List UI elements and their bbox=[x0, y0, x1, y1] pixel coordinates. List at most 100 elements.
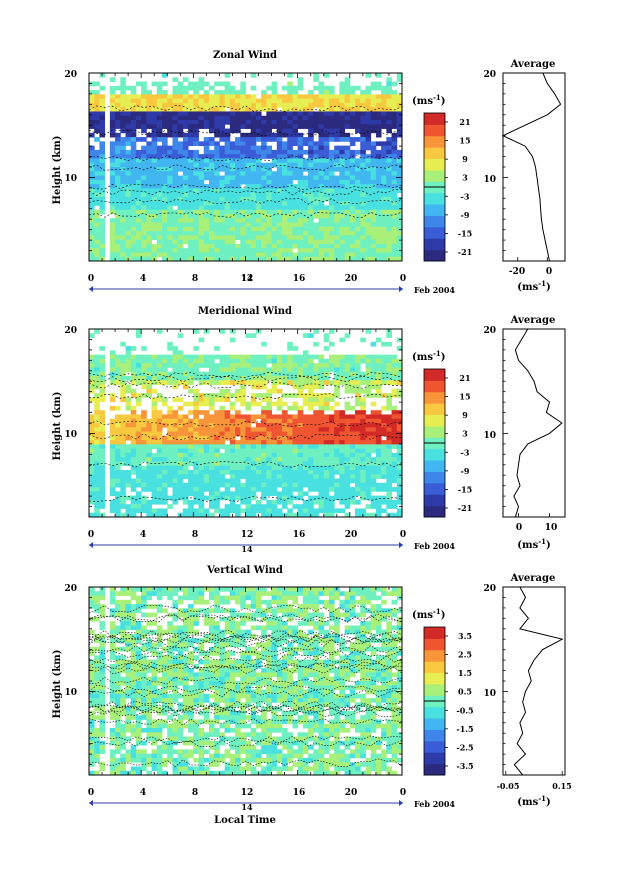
heatmap-cell bbox=[386, 423, 392, 428]
heatmap-cell bbox=[219, 192, 226, 198]
heatmap-cell bbox=[334, 508, 340, 514]
heatmap-cell bbox=[344, 158, 351, 164]
heatmap-cell bbox=[386, 401, 392, 407]
heatmap-cell bbox=[271, 218, 278, 223]
heatmap-cell bbox=[99, 222, 106, 228]
heatmap-cell bbox=[141, 192, 147, 198]
heatmap-cell bbox=[339, 414, 346, 420]
heatmap-cell bbox=[386, 90, 392, 95]
heatmap-cell bbox=[396, 73, 403, 78]
heatmap-cell bbox=[370, 201, 377, 206]
heatmap-cell bbox=[135, 188, 142, 194]
heatmap-cell bbox=[188, 248, 194, 253]
heatmap-cell bbox=[99, 452, 106, 458]
heatmap-cell bbox=[89, 222, 95, 228]
heatmap-cell bbox=[255, 482, 262, 488]
heatmap-cell bbox=[334, 431, 340, 437]
heatmap-cell bbox=[318, 158, 325, 164]
heatmap-cell bbox=[344, 444, 351, 450]
heatmap-cell bbox=[386, 414, 392, 420]
heatmap-cell bbox=[344, 431, 351, 437]
heatmap-cell bbox=[198, 124, 205, 129]
heatmap-cell bbox=[193, 410, 199, 415]
heatmap-cell bbox=[308, 418, 314, 424]
heatmap-cell bbox=[271, 184, 278, 189]
heatmap-cell bbox=[156, 111, 163, 117]
heatmap-cell bbox=[308, 358, 314, 364]
heatmap-cell bbox=[355, 491, 361, 497]
heatmap-cell bbox=[198, 478, 205, 484]
heatmap-cell bbox=[302, 427, 309, 432]
heatmap-cell bbox=[287, 440, 293, 445]
heatmap-cell bbox=[235, 120, 241, 125]
heatmap-cell bbox=[391, 124, 398, 129]
heatmap-cell bbox=[318, 427, 325, 432]
heatmap-cell bbox=[339, 371, 346, 377]
heatmap-cell bbox=[292, 405, 299, 411]
heatmap-cell bbox=[172, 107, 179, 112]
heatmap-cell bbox=[120, 698, 126, 703]
heatmap-cell bbox=[266, 418, 272, 424]
heatmap-cell bbox=[115, 676, 121, 682]
heatmap-cell bbox=[370, 427, 377, 432]
heatmap-cell bbox=[151, 508, 158, 514]
heatmap-cell bbox=[182, 158, 189, 164]
heatmap-cell bbox=[386, 431, 392, 437]
heatmap-cell bbox=[396, 94, 403, 100]
heatmap-cell bbox=[282, 367, 288, 373]
heatmap-cell bbox=[162, 137, 168, 142]
heatmap-cell bbox=[271, 444, 278, 450]
heatmap-cell bbox=[250, 73, 257, 78]
heatmap-cell bbox=[182, 90, 189, 95]
heatmap-cell bbox=[292, 418, 299, 424]
heatmap-cell bbox=[177, 141, 184, 147]
heatmap-cell bbox=[120, 655, 126, 661]
heatmap-cell bbox=[276, 405, 283, 411]
heatmap-cell bbox=[261, 367, 267, 373]
heatmap-cell bbox=[182, 371, 189, 377]
contour-line bbox=[88, 183, 403, 190]
heatmap-cell bbox=[308, 218, 314, 223]
heatmap-cell bbox=[99, 107, 106, 112]
heatmap-cell bbox=[224, 154, 231, 159]
heatmap-cell bbox=[276, 444, 283, 450]
heatmap-cell bbox=[208, 192, 215, 198]
heatmap-cell bbox=[125, 625, 132, 631]
heatmap-cell bbox=[167, 418, 173, 424]
heatmap-cell bbox=[276, 256, 283, 262]
heatmap-cell bbox=[172, 435, 179, 441]
heatmap-cell bbox=[349, 499, 356, 505]
heatmap-cell bbox=[240, 367, 246, 373]
heatmap-cell bbox=[94, 397, 100, 403]
heatmap-cell bbox=[214, 346, 220, 351]
heatmap-cell bbox=[94, 329, 100, 334]
heatmap-cell bbox=[135, 508, 142, 514]
heatmap-cell bbox=[120, 226, 126, 232]
heatmap-cell bbox=[240, 102, 246, 108]
heatmap-cell bbox=[229, 337, 236, 343]
heatmap-cell bbox=[208, 243, 215, 249]
heatmap-cell bbox=[334, 248, 340, 253]
colorbar-tick-label: -15 bbox=[458, 228, 472, 238]
heatmap-cell bbox=[125, 171, 132, 176]
heatmap-cell bbox=[141, 201, 147, 206]
heatmap-cell bbox=[182, 184, 189, 189]
heatmap-cell bbox=[89, 681, 95, 686]
heatmap-cell bbox=[135, 427, 142, 432]
heatmap-cell bbox=[130, 495, 137, 501]
heatmap-cell bbox=[355, 107, 361, 112]
heatmap-cell bbox=[203, 354, 210, 360]
heatmap-cell bbox=[94, 745, 100, 750]
heatmap-cell bbox=[370, 410, 377, 415]
heatmap-cell bbox=[255, 120, 262, 125]
heatmap-cell bbox=[250, 192, 257, 198]
heatmap-cell bbox=[323, 162, 330, 168]
heatmap-cell bbox=[396, 482, 403, 488]
heatmap-cell bbox=[229, 158, 236, 164]
heatmap-cell bbox=[156, 478, 163, 484]
heatmap-cell bbox=[198, 162, 205, 168]
heatmap-cell bbox=[125, 599, 132, 605]
heatmap-cell bbox=[177, 367, 184, 373]
heatmap-cell bbox=[109, 98, 116, 104]
heatmap-cell bbox=[276, 448, 283, 454]
